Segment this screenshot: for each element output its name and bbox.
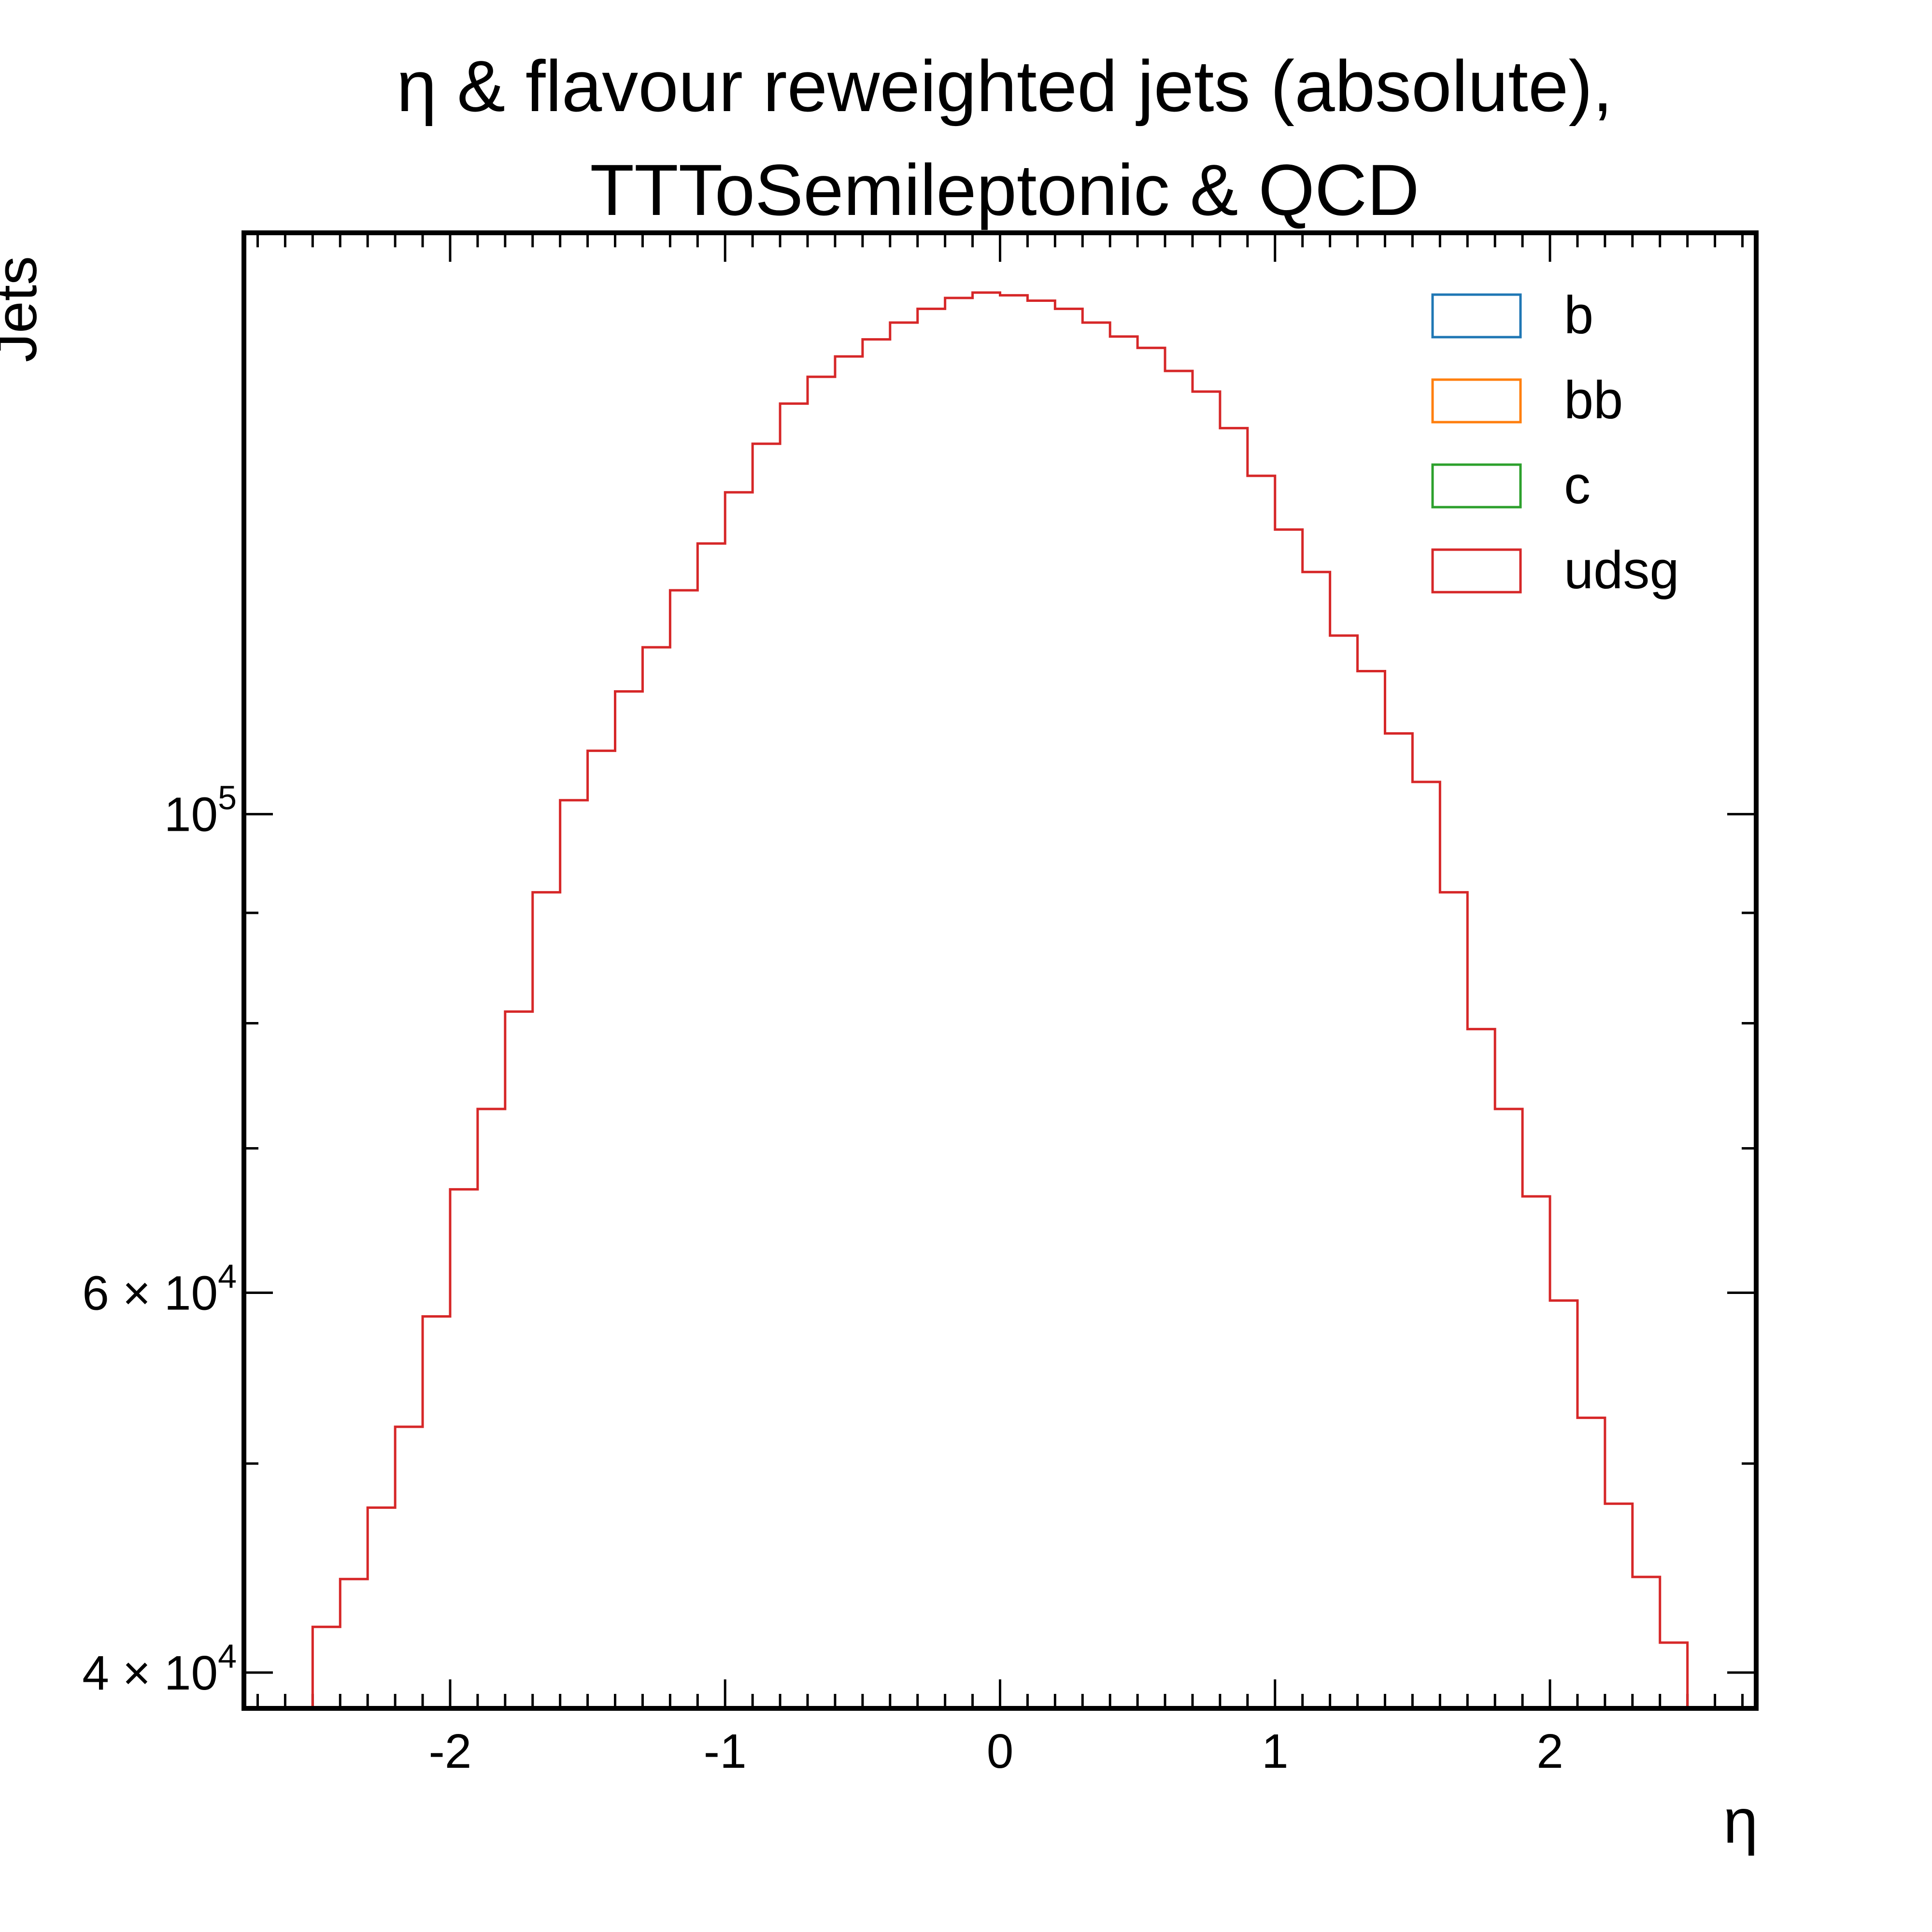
x-tick-label: 0 — [987, 1724, 1014, 1778]
legend-label-c: c — [1564, 455, 1591, 515]
tick-labels: -2 -1 0 1 2 105 6 × 104 4 × 104 — [82, 779, 1563, 1778]
axis-ticks — [244, 233, 1756, 1708]
chart-title-line-1: η & flavour reweighted jets (absolute), — [397, 45, 1613, 127]
y-tick-label: 105 — [164, 779, 237, 842]
x-tick-label: -2 — [428, 1724, 471, 1778]
x-tick-label: 2 — [1536, 1724, 1563, 1778]
legend-label-udsg: udsg — [1564, 540, 1679, 600]
x-axis-label: η — [1723, 1786, 1758, 1856]
histogram-udsg — [311, 291, 1689, 1708]
legend-swatch-udsg — [1431, 548, 1522, 594]
legend-swatch-bb — [1431, 378, 1522, 424]
legend-label-bb: bb — [1564, 370, 1623, 430]
y-axis-label: Jets — [0, 256, 49, 362]
legend-label-b: b — [1564, 285, 1593, 345]
legend-swatch-b — [1431, 293, 1522, 339]
chart-title-line-2: TTToSemileptonic & QCD — [590, 149, 1419, 230]
legend-swatch-c — [1431, 463, 1522, 509]
y-tick-label: 4 × 104 — [82, 1637, 237, 1700]
x-tick-label: 1 — [1262, 1724, 1289, 1778]
histogram-lines — [311, 291, 1689, 1708]
plot-frame — [242, 230, 1759, 1711]
x-tick-label: -1 — [704, 1724, 747, 1778]
y-tick-label: 6 × 104 — [82, 1257, 237, 1320]
